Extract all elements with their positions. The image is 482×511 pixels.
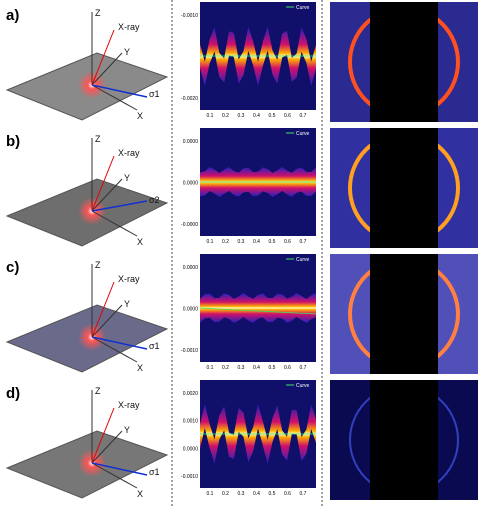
beam-stop <box>370 2 438 122</box>
sigma-vector <box>91 84 148 98</box>
x-ray-beam <box>91 281 115 338</box>
axis-x <box>91 210 138 237</box>
y-tick-label: 0.0020 <box>183 391 199 397</box>
x-tick-label: 0.2 <box>222 113 229 119</box>
axis-label: σ1 <box>149 467 160 477</box>
axis-label: X <box>137 489 143 499</box>
x-tick-label: 0.2 <box>222 239 229 245</box>
x-tick-label: 0.7 <box>300 239 307 245</box>
x-tick-label: 0.4 <box>253 491 260 497</box>
heatmap-band <box>200 404 316 464</box>
x-tick-label: 0.7 <box>300 113 307 119</box>
x-tick-label: 0.5 <box>269 239 276 245</box>
panel-label: d) <box>6 385 20 402</box>
panel-label: b) <box>6 133 20 150</box>
axis-label: Y <box>124 425 130 435</box>
axis-label: Y <box>124 299 130 309</box>
x-tick-label: 0.3 <box>238 365 245 371</box>
x-tick-label: 0.7 <box>300 491 307 497</box>
axis-label: Y <box>124 47 130 57</box>
x-tick-label: 0.6 <box>284 491 291 497</box>
fit-curve <box>199 307 317 315</box>
x-tick-label: 0.5 <box>269 365 276 371</box>
axis-y <box>91 304 123 338</box>
x-tick-label: 0.3 <box>238 113 245 119</box>
y-tick-label: 0.0010 <box>183 419 199 425</box>
y-tick-label: -0.0010 <box>181 13 198 19</box>
x-tick-label: 0.4 <box>253 239 260 245</box>
legend-entry: Curve <box>296 5 310 11</box>
x-tick-label: 0.1 <box>207 113 214 119</box>
beam-stop <box>370 380 438 500</box>
x-tick-label: 0.7 <box>300 365 307 371</box>
y-tick-label: 0.0000 <box>183 139 199 145</box>
axis-y <box>91 430 123 464</box>
sigma-vector <box>91 336 148 350</box>
panel-label: c) <box>6 259 19 276</box>
x-tick-label: 0.3 <box>238 491 245 497</box>
legend-entry: Curve <box>296 131 310 137</box>
legend-entry: Curve <box>296 257 310 263</box>
axis-label: Z <box>95 134 101 144</box>
sigma-vector <box>91 200 148 212</box>
heatmap-band <box>200 26 316 86</box>
panel-label: a) <box>6 7 19 24</box>
x-tick-label: 0.6 <box>284 365 291 371</box>
axis-x <box>91 462 138 489</box>
sigma-vector <box>91 462 148 476</box>
axis-label: Z <box>95 260 101 270</box>
y-tick-label: -0.0020 <box>181 96 198 102</box>
beam-stop <box>370 254 438 374</box>
heatmap-band <box>200 293 316 323</box>
x-tick-label: 0.2 <box>222 365 229 371</box>
axis-label: X-ray <box>118 400 140 410</box>
x-tick-label: 0.6 <box>284 113 291 119</box>
x-tick-label: 0.2 <box>222 491 229 497</box>
beam-stop <box>370 128 438 248</box>
y-tick-label: 0.0000 <box>183 446 199 452</box>
x-tick-label: 0.1 <box>207 365 214 371</box>
axis-x <box>91 336 138 363</box>
axis-label: σ2 <box>149 195 160 205</box>
axis-y <box>91 52 123 86</box>
y-tick-label: 0.0000 <box>183 181 199 187</box>
axis-label: Y <box>124 173 130 183</box>
x-ray-beam <box>91 29 115 86</box>
y-tick-label: 0.0000 <box>183 265 199 271</box>
axis-label: Z <box>95 386 101 396</box>
y-tick-label: 0.0000 <box>183 307 199 313</box>
x-tick-label: 0.3 <box>238 239 245 245</box>
x-tick-label: 0.1 <box>207 239 214 245</box>
axis-label: X-ray <box>118 22 140 32</box>
y-tick-label: -0.0000 <box>181 222 198 228</box>
axis-label: X <box>137 363 143 373</box>
x-tick-label: 0.4 <box>253 113 260 119</box>
x-ray-beam <box>91 407 115 464</box>
axis-label: X-ray <box>118 148 140 158</box>
x-tick-label: 0.5 <box>269 491 276 497</box>
axis-x <box>91 84 138 111</box>
axis-label: X <box>137 237 143 247</box>
y-tick-label: -0.0010 <box>181 474 198 480</box>
x-tick-label: 0.5 <box>269 113 276 119</box>
axis-label: σ1 <box>149 89 160 99</box>
axis-label: Z <box>95 8 101 18</box>
axis-label: X-ray <box>118 274 140 284</box>
x-tick-label: 0.4 <box>253 365 260 371</box>
x-tick-label: 0.1 <box>207 491 214 497</box>
axis-label: σ1 <box>149 341 160 351</box>
y-tick-label: -0.0010 <box>181 348 198 354</box>
x-tick-label: 0.6 <box>284 239 291 245</box>
legend-entry: Curve <box>296 383 310 389</box>
axis-label: X <box>137 111 143 121</box>
x-ray-beam <box>91 155 115 212</box>
axis-y <box>91 178 123 212</box>
